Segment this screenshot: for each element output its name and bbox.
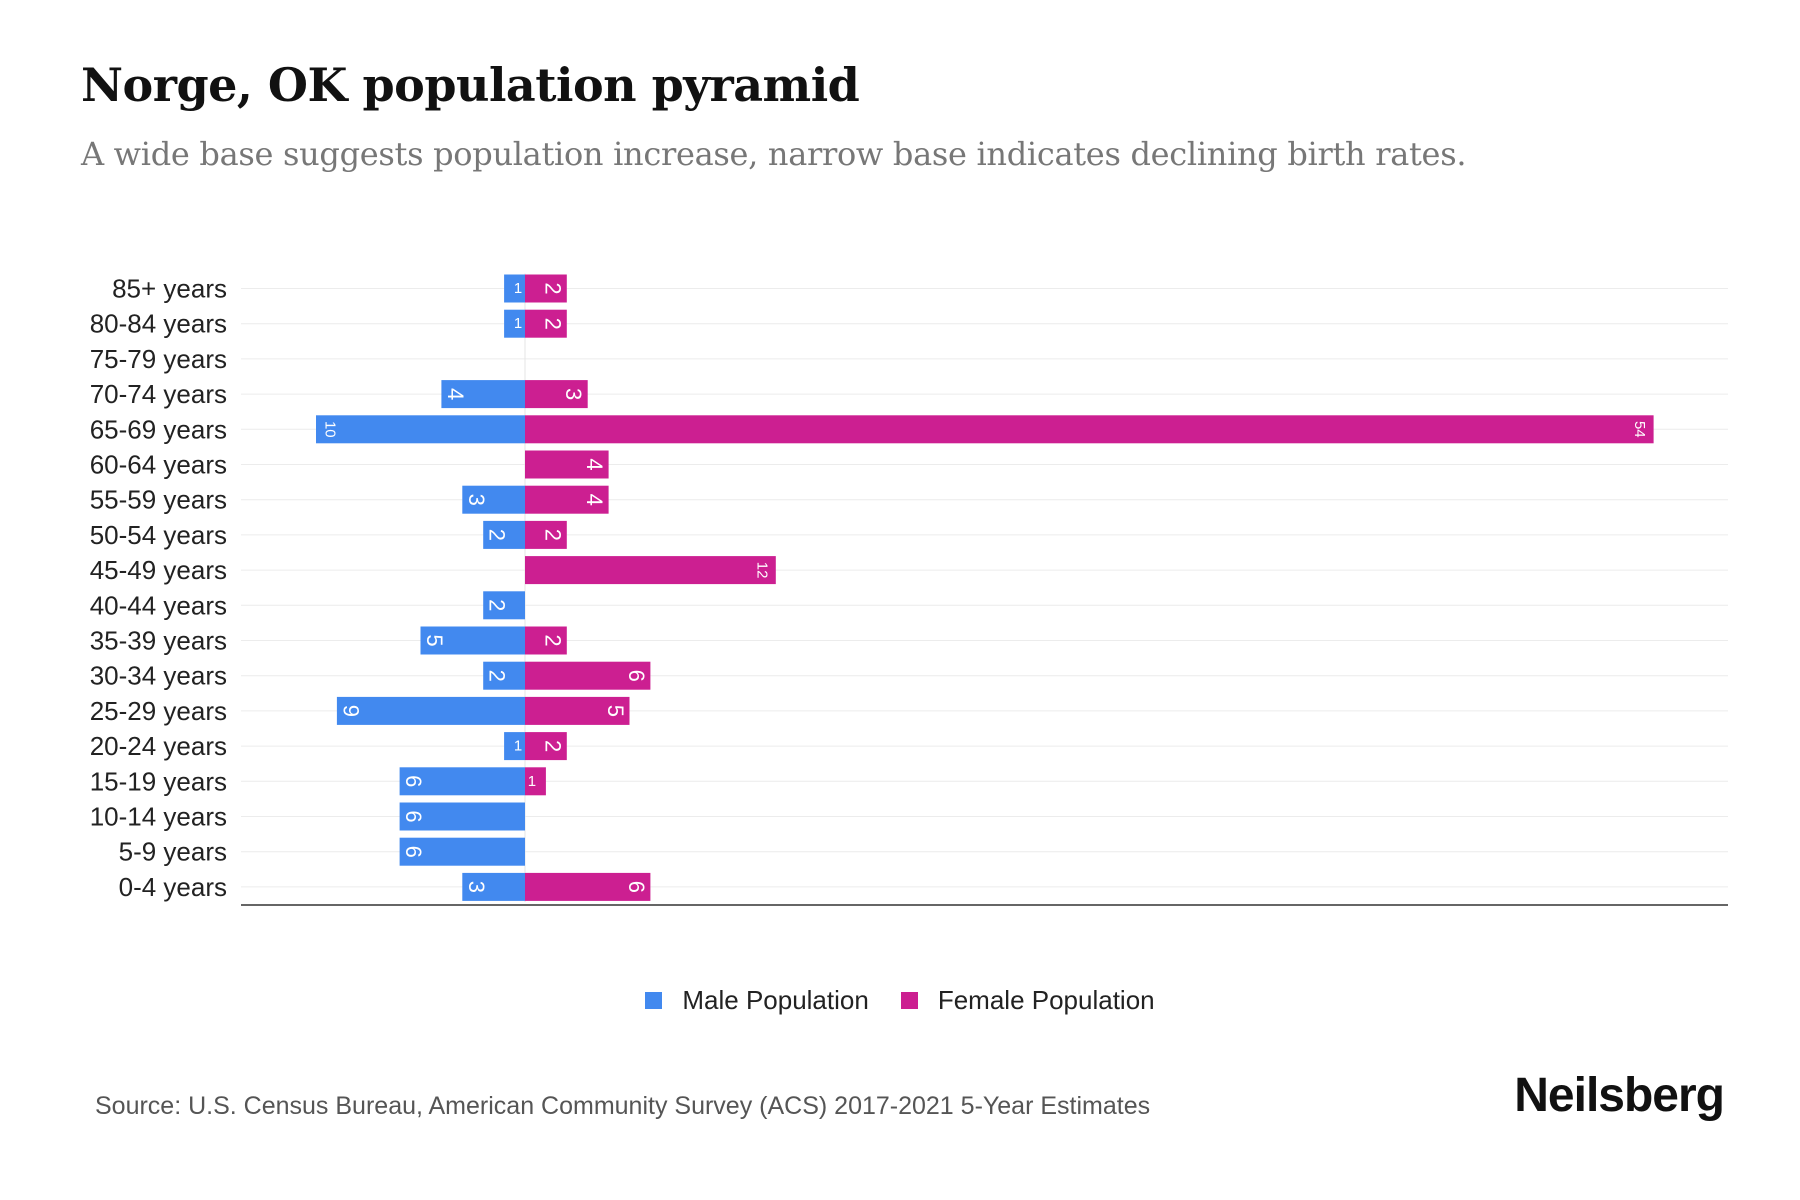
female-value-label: 12 (753, 562, 770, 579)
male-bar[interactable] (420, 626, 526, 655)
female-value-label: 6 (624, 670, 649, 682)
y-tick-label: 85+ years (112, 274, 227, 304)
male-value-label: 6 (401, 775, 426, 787)
male-value-label: 3 (464, 494, 489, 506)
y-tick-label: 5-9 years (119, 837, 227, 867)
female-bar[interactable] (525, 309, 567, 338)
female-bar[interactable] (525, 274, 567, 303)
y-tick-label: 30-34 years (90, 661, 227, 691)
male-bar[interactable] (504, 309, 525, 338)
male-bar[interactable] (483, 661, 525, 690)
male-value-label: 1 (514, 280, 522, 297)
male-bar[interactable] (483, 520, 525, 549)
male-value-label: 10 (322, 421, 339, 438)
female-bar[interactable] (525, 767, 546, 796)
y-tick-label: 80-84 years (90, 309, 227, 339)
y-tick-label: 10-14 years (90, 802, 227, 832)
y-tick-label: 45-49 years (90, 555, 227, 585)
female-value-label: 2 (540, 318, 565, 330)
male-bar[interactable] (441, 380, 525, 409)
y-tick-label: 55-59 years (90, 485, 227, 515)
y-tick-label: 40-44 years (90, 590, 227, 620)
y-tick-label: 60-64 years (90, 450, 227, 480)
female-bar[interactable] (525, 661, 651, 690)
legend-item-male[interactable]: Male Population (645, 985, 869, 1016)
y-tick-label: 65-69 years (90, 414, 227, 444)
legend: Male Population Female Population (0, 985, 1800, 1016)
male-bar[interactable] (483, 591, 525, 620)
female-value-label: 3 (561, 388, 586, 400)
female-bar[interactable] (525, 380, 588, 409)
male-bar[interactable] (462, 872, 525, 901)
male-bar[interactable] (399, 837, 525, 866)
male-value-label: 4 (443, 388, 468, 400)
y-tick-label: 70-74 years (90, 379, 227, 409)
male-value-label: 1 (514, 315, 522, 332)
y-tick-label: 0-4 years (119, 872, 227, 902)
female-bar[interactable] (525, 415, 1654, 444)
population-pyramid-chart: 85+ years 80-84 years 75-79 years 70-74 yea… (90, 273, 1728, 906)
female-bar[interactable] (525, 626, 567, 655)
y-tick-label: 15-19 years (90, 766, 227, 796)
male-bar[interactable] (504, 274, 525, 303)
male-bar[interactable] (399, 802, 525, 831)
legend-label-male: Male Population (682, 985, 869, 1015)
legend-item-female[interactable]: Female Population (900, 985, 1155, 1016)
male-value-label: 2 (485, 599, 510, 611)
female-bar[interactable] (525, 485, 609, 514)
male-bar[interactable] (504, 732, 525, 761)
female-bar[interactable] (525, 520, 567, 549)
female-value-label: 2 (540, 740, 565, 752)
female-value-label: 6 (624, 881, 649, 893)
y-tick-label: 25-29 years (90, 696, 227, 726)
male-value-label: 1 (514, 738, 522, 755)
male-bar[interactable] (399, 767, 525, 796)
male-value-label: 5 (422, 634, 447, 646)
chart-title: Norge, OK population pyramid (81, 58, 860, 112)
y-tick-label: 50-54 years (90, 520, 227, 550)
y-tick-label: 75-79 years (90, 344, 227, 374)
male-bar[interactable] (462, 485, 525, 514)
male-value-label: 2 (485, 670, 510, 682)
female-value-label: 2 (540, 282, 565, 294)
female-value-label: 2 (540, 529, 565, 541)
female-value-label: 1 (528, 773, 536, 790)
source-note: Source: U.S. Census Bureau, American Com… (95, 1092, 1151, 1120)
female-bar[interactable] (525, 732, 567, 761)
male-value-label: 6 (401, 810, 426, 822)
female-value-label: 4 (582, 494, 607, 506)
male-value-label: 2 (485, 529, 510, 541)
female-value-label: 54 (1631, 421, 1648, 438)
male-bar[interactable] (336, 696, 525, 725)
male-value-label: 6 (401, 846, 426, 858)
female-bar[interactable] (525, 450, 609, 479)
male-bar[interactable] (316, 415, 525, 444)
female-value-label: 5 (603, 705, 628, 717)
neilsberg-logo: Neilsberg (1514, 1069, 1725, 1122)
female-value-label: 4 (582, 458, 607, 470)
legend-swatch-female (900, 992, 918, 1009)
legend-swatch-male (645, 992, 663, 1009)
female-bar[interactable] (525, 556, 776, 585)
female-bar[interactable] (525, 872, 651, 901)
male-value-label: 9 (338, 705, 363, 717)
y-tick-label: 35-39 years (90, 626, 227, 656)
y-tick-label: 20-24 years (90, 731, 227, 761)
legend-label-female: Female Population (937, 985, 1155, 1015)
male-value-label: 3 (464, 881, 489, 893)
chart-subtitle: A wide base suggests population increase… (81, 135, 1467, 173)
female-bar[interactable] (525, 696, 630, 725)
female-value-label: 2 (540, 634, 565, 646)
